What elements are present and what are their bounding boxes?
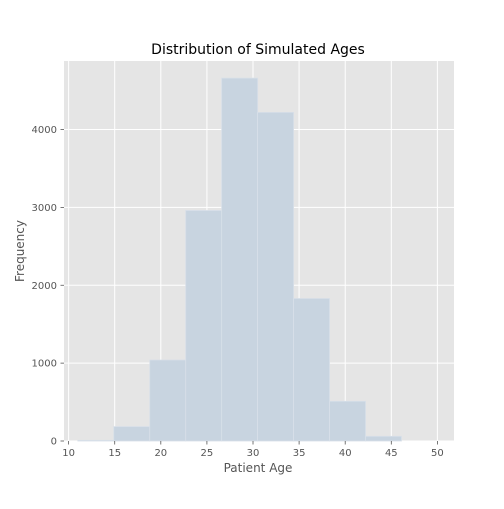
y-tick-label: 2000 [32, 281, 57, 292]
y-tick-label: 0 [51, 437, 57, 448]
x-tick-label: 30 [247, 448, 260, 459]
x-tick-label: 50 [431, 448, 444, 459]
y-axis-label: Frequency [13, 220, 27, 282]
y-axis-ticks: 0 1000 2000 3000 4000 [32, 125, 64, 448]
histogram-bar [365, 435, 402, 442]
y-tick-label: 1000 [32, 359, 57, 370]
histogram-bar [77, 439, 115, 442]
histogram-bar [149, 359, 187, 442]
x-tick-label: 15 [108, 448, 121, 459]
x-axis-label: Patient Age [224, 461, 293, 475]
histogram-bar [257, 111, 294, 442]
chart-title: Distribution of Simulated Ages [151, 42, 365, 58]
y-tick-label: 4000 [32, 125, 57, 136]
x-tick-label: 20 [154, 448, 167, 459]
histogram-bar [185, 210, 223, 442]
y-tick-label: 3000 [32, 203, 57, 214]
x-axis-ticks: 10 15 20 25 30 35 40 45 50 [62, 441, 444, 459]
histogram-bars [77, 77, 402, 442]
x-tick-label: 35 [293, 448, 306, 459]
x-tick-label: 40 [339, 448, 352, 459]
histogram-bar [293, 298, 330, 442]
histogram-bar [329, 400, 366, 442]
x-tick-label: 45 [385, 448, 398, 459]
x-tick-label: 25 [201, 448, 214, 459]
histogram-bar [221, 77, 259, 442]
x-tick-label: 10 [62, 448, 75, 459]
histogram-bar [113, 426, 151, 442]
